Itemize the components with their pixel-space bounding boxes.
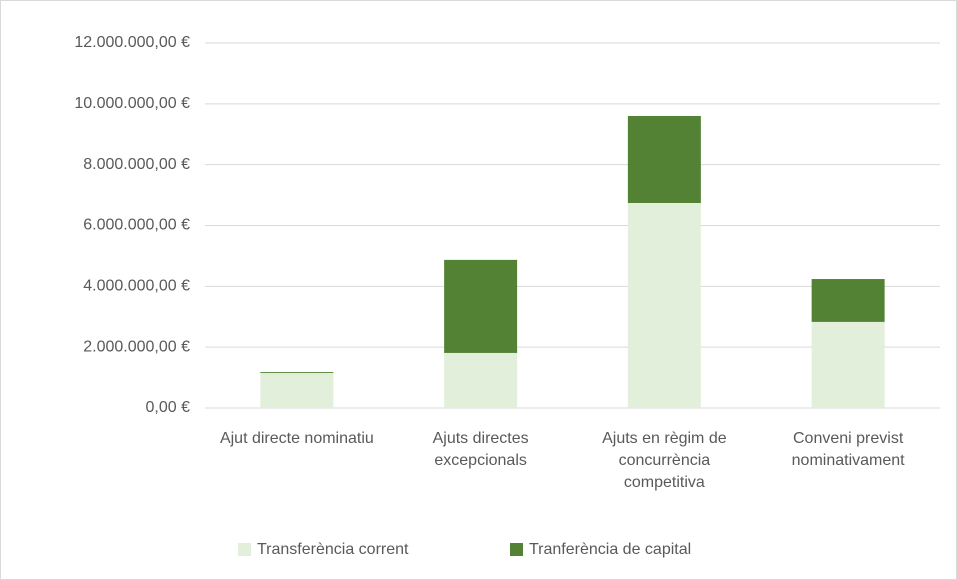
legend-label: Tranferència de capital: [529, 541, 691, 558]
y-tick-label: 0,00 €: [146, 399, 191, 416]
bar-segment: [444, 259, 518, 353]
bar-segment: [444, 352, 518, 408]
x-tick-label: Ajuts en règim de concurrència competiti…: [602, 430, 727, 491]
bar-segment: [260, 373, 334, 408]
y-tick-label: 10.000.000,00 €: [74, 95, 190, 112]
legend-label: Transferència corrent: [257, 541, 409, 558]
x-tick-label: Conveni previst nominativament: [791, 430, 905, 469]
x-tick-label: Ajuts directes excepcionals: [432, 430, 529, 469]
y-tick-label: 12.000.000,00 €: [74, 34, 190, 51]
y-tick-label: 6.000.000,00 €: [83, 217, 190, 234]
bar-segment: [260, 372, 334, 374]
legend-swatch: [238, 543, 251, 556]
bar-segment: [811, 321, 885, 408]
y-tick-label: 4.000.000,00 €: [83, 278, 190, 295]
bar-segment: [811, 279, 885, 322]
y-tick-label: 2.000.000,00 €: [83, 338, 190, 355]
x-tick-label: Ajut directe nominatiu: [219, 430, 374, 447]
y-tick-label: 8.000.000,00 €: [83, 156, 190, 173]
bar-segment: [627, 116, 701, 203]
legend-swatch: [510, 543, 523, 556]
bar-segment: [627, 202, 701, 408]
